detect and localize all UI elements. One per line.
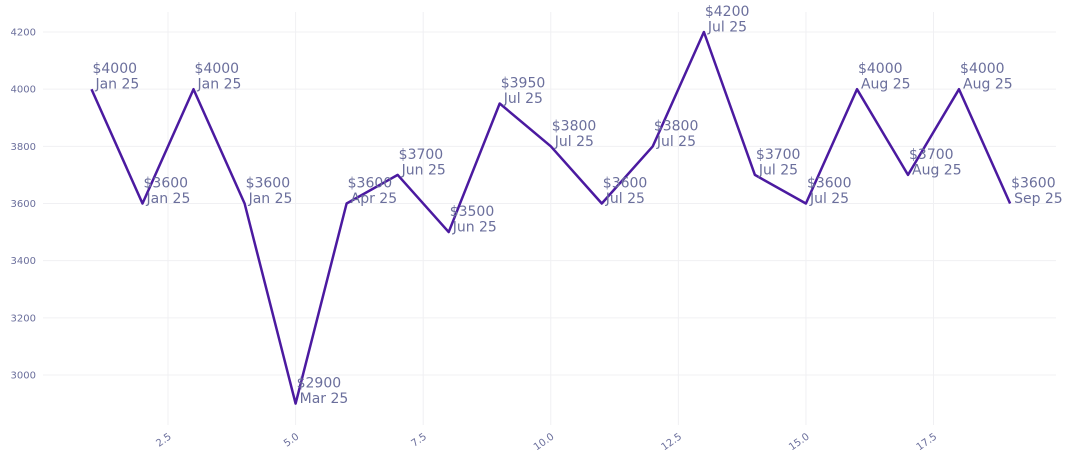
- point-date-label: Jan 25: [94, 77, 139, 93]
- point-date-label: Jan 25: [197, 77, 242, 93]
- point-date-label: Aug 25: [963, 77, 1013, 93]
- point-value-label: $3800: [552, 118, 597, 134]
- point-value-label: $3500: [450, 204, 495, 220]
- x-tick-label: 7.5: [410, 431, 429, 449]
- point-value-label: $3950: [501, 75, 546, 91]
- point-value-label: $4200: [705, 4, 750, 20]
- x-tick-label: 10.0: [532, 431, 557, 453]
- point-date-label: Jan 25: [146, 191, 191, 207]
- point-date-label: Jun 25: [452, 220, 497, 236]
- point-value-label: $3700: [909, 147, 954, 163]
- y-tick-label: 4200: [11, 28, 36, 39]
- point-date-label: Aug 25: [912, 162, 962, 178]
- point-value-label: $3600: [246, 175, 291, 191]
- point-date-label: Sep 25: [1014, 191, 1063, 207]
- point-value-label: $3600: [348, 175, 393, 191]
- point-value-label: $3600: [603, 175, 648, 191]
- x-tick-label: 2.5: [154, 431, 173, 449]
- x-tick-label: 5.0: [282, 431, 301, 449]
- point-value-label: $3800: [654, 118, 699, 134]
- point-date-label: Jul 25: [656, 134, 696, 150]
- y-tick-label: 3000: [11, 370, 36, 381]
- x-axis-ticks: 2.5 5.0 7.5 10.0 12.5 15.0 17.5: [154, 431, 939, 453]
- point-value-label: $4000: [195, 61, 240, 77]
- y-tick-label: 3400: [11, 256, 36, 267]
- x-tick-label: 17.5: [915, 431, 940, 453]
- point-value-label: $3700: [399, 147, 444, 163]
- y-axis-ticks: 3000 3200 3400 3600 3800 4000 4200: [11, 28, 36, 382]
- series-line: [90, 30, 1012, 405]
- point-date-label: Apr 25: [351, 191, 397, 207]
- point-date-label: Jul 25: [554, 134, 594, 150]
- point-date-label: Jul 25: [707, 20, 747, 36]
- point-date-label: Jun 25: [401, 162, 446, 178]
- point-value-label: $2900: [297, 376, 342, 392]
- x-tick-label: 12.5: [660, 431, 685, 453]
- point-date-label: Jul 25: [758, 162, 798, 178]
- y-tick-label: 3800: [11, 142, 36, 153]
- point-date-label: Jul 25: [503, 91, 543, 107]
- y-tick-label: 3200: [11, 313, 36, 324]
- point-value-label: $3700: [756, 147, 801, 163]
- point-value-label: $3600: [807, 175, 852, 191]
- y-tick-label: 4000: [11, 85, 36, 96]
- point-date-label: Jul 25: [605, 191, 645, 207]
- x-tick-label: 15.0: [787, 431, 812, 453]
- y-tick-label: 3600: [11, 199, 36, 210]
- point-value-label: $4000: [858, 61, 903, 77]
- point-value-label: $4000: [92, 61, 137, 77]
- point-value-label: $3600: [144, 175, 189, 191]
- point-date-label: Jan 25: [248, 191, 293, 207]
- point-date-label: Mar 25: [300, 391, 349, 407]
- point-date-label: Jul 25: [809, 191, 849, 207]
- point-value-label: $3600: [1011, 175, 1056, 191]
- point-date-label: Aug 25: [861, 77, 911, 93]
- point-value-label: $4000: [960, 61, 1005, 77]
